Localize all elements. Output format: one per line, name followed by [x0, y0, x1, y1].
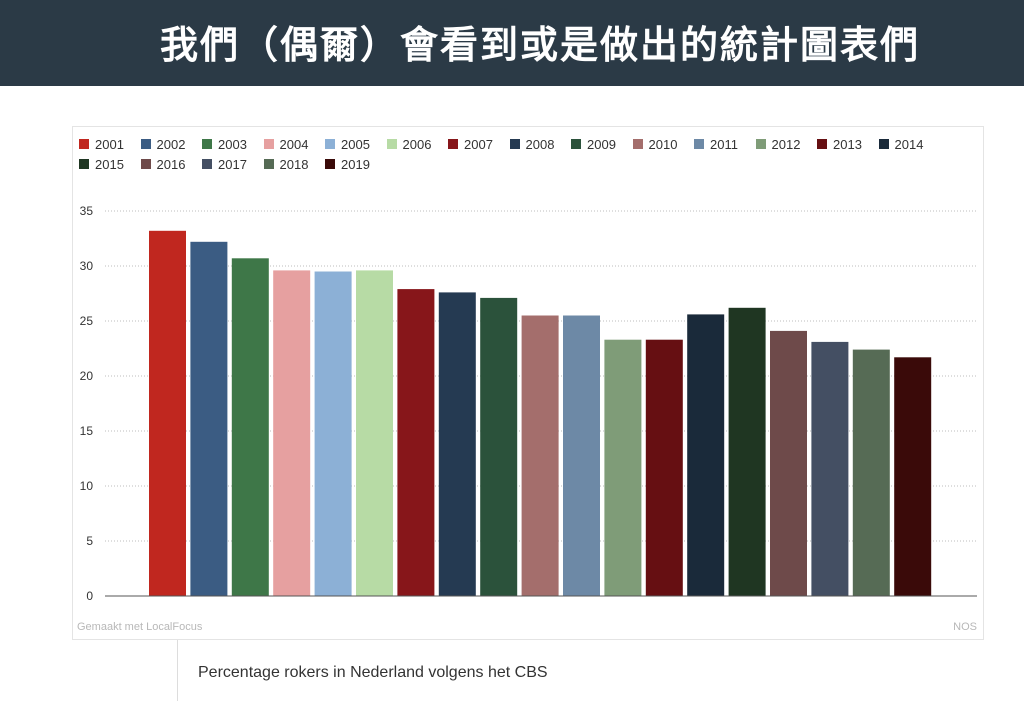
bar-2005[interactable] — [314, 271, 352, 597]
credit-nos: NOS — [953, 621, 977, 633]
legend-item-2009[interactable]: 2009 — [571, 136, 616, 152]
legend-label: 2015 — [95, 156, 124, 172]
legend-swatch — [509, 139, 520, 149]
legend-swatch — [571, 139, 581, 149]
legend-swatch — [140, 159, 151, 169]
legend-label: 2005 — [341, 136, 370, 152]
legend-label: 2003 — [218, 136, 247, 152]
legend-swatch — [263, 159, 274, 169]
legend-swatch — [202, 159, 212, 169]
page-title: 我們（偶爾）會看到或是做出的統計圖表們 — [160, 23, 921, 67]
legend-item-2003[interactable]: 2003 — [202, 136, 247, 152]
bar-2009[interactable] — [480, 297, 518, 596]
y-tick-label-20: 20 — [80, 369, 94, 383]
legend-item-2013[interactable]: 2013 — [817, 136, 862, 152]
legend-swatch — [79, 139, 89, 149]
legend-item-2011[interactable]: 2011 — [694, 136, 738, 152]
bar-2002[interactable] — [190, 241, 228, 597]
bar-2007[interactable] — [397, 289, 435, 596]
legend-label: 2009 — [587, 136, 616, 152]
legend-label: 2001 — [95, 136, 124, 152]
bar-2001[interactable] — [149, 230, 186, 597]
legend-item-2016[interactable]: 2016 — [140, 156, 186, 172]
legend-label: 2006 — [402, 136, 432, 152]
legend-swatch — [79, 159, 89, 169]
legend-swatch — [755, 139, 766, 149]
legend-label: 2002 — [156, 136, 186, 152]
bar-2014[interactable] — [687, 314, 725, 596]
caption-divider — [177, 640, 178, 701]
legend-item-2006[interactable]: 2006 — [386, 136, 432, 152]
legend-label: 2017 — [218, 156, 247, 172]
legend-label: 2011 — [710, 136, 738, 152]
legend-label: 2007 — [464, 136, 493, 152]
legend-label: 2010 — [648, 136, 678, 152]
legend-label: 2014 — [894, 136, 924, 152]
bar-2004[interactable] — [273, 270, 311, 596]
bar-2015[interactable] — [728, 307, 766, 596]
legend-swatch — [694, 139, 704, 149]
bar-2010[interactable] — [521, 315, 559, 597]
header-banner: 我們（偶爾）會看到或是做出的統計圖表們 — [0, 0, 1024, 86]
legend-swatch — [325, 139, 335, 149]
legend-item-2001[interactable]: 2001 — [79, 136, 124, 152]
y-tick-label-15: 15 — [80, 424, 94, 438]
bar-chart: 0 5 10 15 20 25 30 35 — [80, 204, 977, 603]
legend-swatch — [325, 159, 335, 169]
y-tick-label-5: 5 — [86, 534, 93, 548]
bar-2012[interactable] — [604, 339, 642, 596]
bar-2013[interactable] — [645, 339, 683, 596]
bar-2006[interactable] — [356, 270, 393, 596]
legend-item-2008[interactable]: 2008 — [509, 136, 555, 152]
bar-2018[interactable] — [852, 349, 890, 596]
legend-item-2019[interactable]: 2019 — [325, 156, 370, 172]
legend-swatch — [140, 139, 151, 149]
y-tick-label-30: 30 — [80, 259, 94, 273]
legend-item-2004[interactable]: 2004 — [263, 136, 309, 152]
credit-localfocus: Gemaakt met LocalFocus — [77, 621, 203, 633]
legend-label: 2018 — [279, 156, 309, 172]
bar-2003[interactable] — [231, 258, 269, 596]
bar-2016[interactable] — [770, 330, 807, 596]
legend-item-2012[interactable]: 2012 — [755, 136, 801, 152]
y-tick-label-0: 0 — [86, 589, 93, 603]
y-tick-label-25: 25 — [80, 314, 94, 328]
legend-swatch — [263, 139, 274, 149]
y-tick-label-35: 35 — [80, 204, 94, 218]
legend-label: 2008 — [525, 136, 555, 152]
y-tick-label-10: 10 — [80, 479, 94, 493]
legend-item-2014[interactable]: 2014 — [878, 136, 924, 152]
legend-swatch — [878, 139, 889, 149]
legend-swatch — [202, 139, 212, 149]
legend-label: 2016 — [156, 156, 186, 172]
bar-2017[interactable] — [811, 341, 849, 596]
legend-label: 2004 — [279, 136, 309, 152]
legend-label: 2012 — [771, 136, 801, 152]
legend-swatch — [448, 139, 458, 149]
legend-item-2007[interactable]: 2007 — [448, 136, 493, 152]
bar-2008[interactable] — [438, 292, 476, 596]
legend-swatch — [632, 139, 643, 149]
legend-label: 2013 — [833, 136, 862, 152]
legend-item-2010[interactable]: 2010 — [632, 136, 678, 152]
legend-item-2018[interactable]: 2018 — [263, 156, 309, 172]
chart-caption: Percentage rokers in Nederland volgens h… — [198, 664, 548, 681]
legend-swatch — [817, 139, 827, 149]
bar-2019[interactable] — [894, 357, 932, 596]
chart-frame: 2001 2002 2003 2004 2005 2006 2007 2008 2009 2010… — [72, 126, 984, 640]
legend-item-2005[interactable]: 2005 — [325, 136, 370, 152]
legend-item-2015[interactable]: 2015 — [79, 156, 124, 172]
bar-2011[interactable] — [563, 315, 600, 597]
legend-label: 2019 — [341, 156, 370, 172]
legend-item-2002[interactable]: 2002 — [140, 136, 186, 152]
legend-item-2017[interactable]: 2017 — [202, 156, 247, 172]
legend-swatch — [386, 139, 397, 149]
